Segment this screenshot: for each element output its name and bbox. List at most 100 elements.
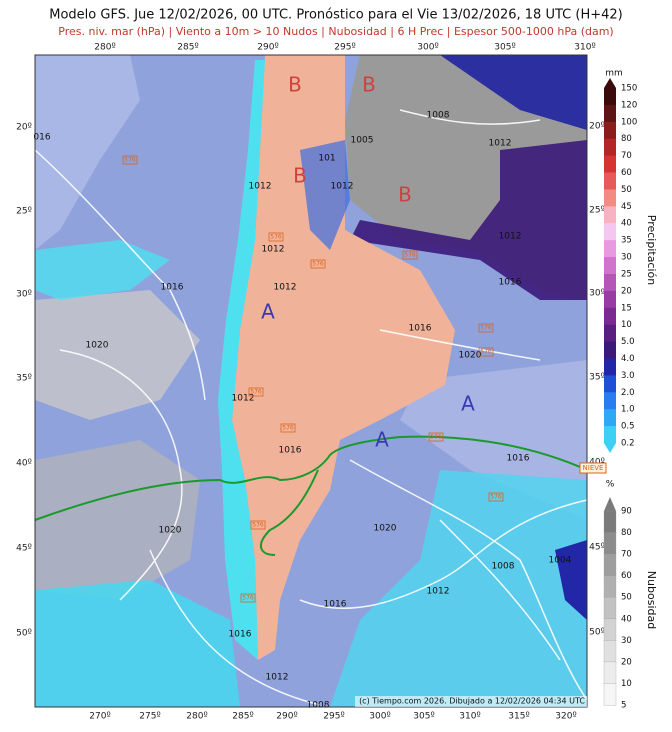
legend-tick: 3.0 <box>621 371 635 381</box>
legend-tick: 20 <box>621 286 632 296</box>
legend-swatch <box>603 553 617 577</box>
lon-label: 315º <box>508 712 529 722</box>
map-frame <box>34 54 588 708</box>
pressure-center: B <box>293 164 307 188</box>
legend-tick: 2.0 <box>621 388 635 398</box>
legend-tick: 5.0 <box>621 337 635 347</box>
thickness-label: 576 <box>124 157 136 164</box>
legend-swatch <box>604 409 616 427</box>
rain-patch <box>300 140 350 250</box>
legend-swatch <box>603 683 617 706</box>
snow-box <box>579 462 607 474</box>
thickness-label: 576 <box>480 325 492 332</box>
heavy-rain <box>440 55 587 130</box>
legend-swatch <box>604 290 616 309</box>
pressure-label: 1020 <box>374 524 397 534</box>
lon-label: 290º <box>257 43 278 53</box>
thickness-box <box>478 347 494 357</box>
legend-cap <box>604 78 616 88</box>
pressure-label: 1020 <box>459 351 482 361</box>
pressure-label: 1012 <box>249 182 272 192</box>
lat-label: 25º <box>589 206 605 216</box>
legend-swatch <box>603 510 617 534</box>
lon-label: 305º <box>413 712 434 722</box>
cloud-patch <box>35 55 140 250</box>
thickness-label: 576 <box>242 595 254 602</box>
legend-tick: 10 <box>621 679 632 689</box>
pressure-label: 101 <box>318 154 335 164</box>
pressure-label: 1016 <box>161 283 184 293</box>
pressure-label: 1012 <box>262 245 285 255</box>
legend-swatch <box>604 138 616 157</box>
legend-swatch <box>604 189 616 207</box>
legend-swatch <box>603 575 617 598</box>
lon-label: 270º <box>89 712 110 722</box>
pressure-label: 1012 <box>427 587 450 597</box>
lat-label: 25º <box>16 207 32 217</box>
thickness-box <box>280 423 296 433</box>
pressure-center: B <box>362 73 376 97</box>
legend-swatch <box>603 532 617 555</box>
legend-swatch <box>604 172 616 190</box>
thickness-label: 576 <box>250 389 262 396</box>
legend-tick: 4.0 <box>621 354 635 364</box>
legend-title: Nubosidad <box>645 571 658 629</box>
legend-swatch <box>604 155 616 174</box>
legend-tick: 150 <box>621 84 637 94</box>
pressure-label: 1008 <box>307 701 330 711</box>
lon-label: 275º <box>139 712 160 722</box>
pressure-label: 1012 <box>266 673 289 683</box>
legend-tick: 25 <box>621 269 632 279</box>
legend-swatch <box>604 307 616 326</box>
pressure-label: 1012 <box>331 182 354 192</box>
lon-label: 310º <box>459 712 480 722</box>
pressure-label: 1012 <box>274 283 297 293</box>
lat-label: 45º <box>589 543 605 553</box>
legend-swatch <box>604 324 616 343</box>
legend-tick: 1.0 <box>621 405 635 415</box>
thickness-label: 576 <box>252 522 264 529</box>
legend-tick: 120 <box>621 100 637 110</box>
thickness-label: 576 <box>480 349 492 356</box>
legend-swatch <box>603 640 617 663</box>
heavy-rain <box>350 140 587 300</box>
pressure-center: B <box>398 183 412 207</box>
lon-label: 280º <box>186 712 207 722</box>
cloud-patch <box>35 290 200 420</box>
legend-tick: 10 <box>621 320 632 330</box>
snow-line <box>34 435 588 521</box>
legend-swatch <box>604 223 616 241</box>
legend-tick: 0.5 <box>621 422 635 432</box>
legend-title: Precipitación <box>645 215 658 286</box>
lon-label: 285º <box>177 43 198 53</box>
isobars <box>34 109 588 706</box>
legend-tick: 90 <box>621 507 632 517</box>
thickness-box <box>310 259 326 269</box>
cloud-patch <box>35 440 200 600</box>
lon-label: 280º <box>94 43 115 53</box>
thickness-label: 576 <box>404 252 416 259</box>
pressure-label: 1016 <box>409 324 432 334</box>
legend-cap <box>604 443 616 453</box>
lon-label: 295º <box>323 712 344 722</box>
pressure-label: 1005 <box>351 136 374 146</box>
legend-tick: 40 <box>621 219 632 229</box>
title: Modelo GFS. Jue 12/02/2026, 00 UTC. Pron… <box>49 8 622 23</box>
pressure-center: A <box>461 392 475 416</box>
pressure-label: 1008 <box>427 111 450 121</box>
legend-swatch <box>603 661 617 685</box>
legend-tick: 20 <box>621 657 632 667</box>
legend-tick: 60 <box>621 168 632 178</box>
legend-tick: 40 <box>621 614 632 624</box>
thickness-box <box>248 387 264 397</box>
subtitle: Pres. niv. mar (hPa) | Viento a 10m > 10… <box>58 25 613 38</box>
snow-label: NIEVE <box>583 464 604 472</box>
lat-label: 45º <box>16 544 32 554</box>
pressure-label: 1020 <box>86 341 109 351</box>
legend-swatch <box>604 392 616 410</box>
legend-tick: 80 <box>621 528 632 538</box>
legend-swatch <box>604 375 616 393</box>
pressure-label: 1008 <box>492 562 515 572</box>
